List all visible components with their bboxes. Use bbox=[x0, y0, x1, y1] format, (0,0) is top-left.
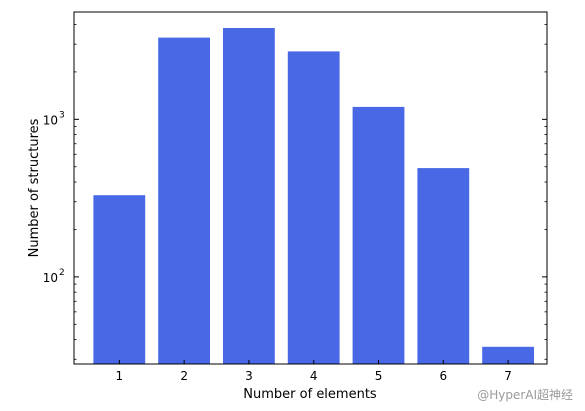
x-tick-label-6: 6 bbox=[440, 369, 448, 383]
x-tick-label-4: 4 bbox=[310, 369, 318, 383]
x-tick-label-2: 2 bbox=[180, 369, 188, 383]
y-axis-label: Number of structures bbox=[27, 118, 42, 257]
bar-2 bbox=[158, 37, 210, 364]
bar-5 bbox=[352, 106, 405, 365]
y-tick-exponent-3: 3 bbox=[59, 110, 65, 120]
watermark-text: @HyperAI超神经 bbox=[477, 388, 573, 402]
bars-group bbox=[93, 28, 534, 365]
x-ticks: 1 2 3 4 5 6 7 bbox=[116, 360, 512, 383]
y-tick-label-10-3: 10 bbox=[43, 113, 58, 127]
bar-7 bbox=[482, 346, 534, 364]
watermark: @HyperAI超神经 bbox=[477, 386, 573, 403]
y-tick-label-10-2: 10 bbox=[43, 271, 58, 285]
x-axis-label: Number of elements bbox=[243, 387, 377, 402]
x-tick-label-7: 7 bbox=[504, 369, 512, 383]
x-tick-label-3: 3 bbox=[245, 369, 253, 383]
bar-3 bbox=[223, 28, 275, 364]
y-tick-exponent-2: 2 bbox=[59, 268, 65, 278]
bar-4 bbox=[287, 51, 340, 365]
x-tick-label-5: 5 bbox=[375, 369, 383, 383]
bar-1 bbox=[93, 195, 146, 364]
bar-6 bbox=[417, 168, 470, 364]
x-tick-label-1: 1 bbox=[116, 369, 124, 383]
plot-frame bbox=[73, 11, 548, 365]
